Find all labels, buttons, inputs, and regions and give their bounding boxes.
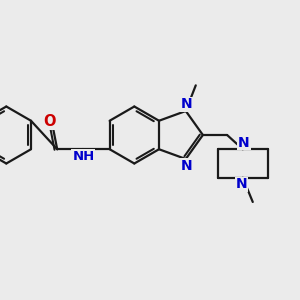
Text: N: N bbox=[181, 159, 192, 172]
Text: N: N bbox=[181, 98, 192, 111]
Text: N: N bbox=[236, 177, 248, 191]
Text: O: O bbox=[44, 114, 56, 129]
Text: NH: NH bbox=[72, 150, 94, 163]
Text: N: N bbox=[238, 136, 250, 150]
